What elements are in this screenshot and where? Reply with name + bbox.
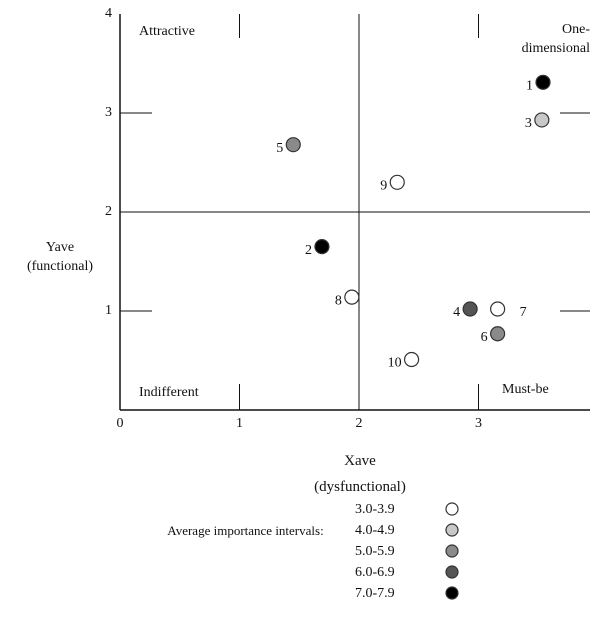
legend-title: Average importance intervals: bbox=[158, 522, 333, 539]
y-tick-label: 1 bbox=[105, 303, 112, 318]
point-label: 8 bbox=[335, 293, 342, 308]
legend-marker bbox=[446, 503, 458, 515]
point-label: 4 bbox=[453, 305, 460, 320]
point-label: 2 bbox=[305, 243, 312, 258]
y-tick-label: 3 bbox=[105, 105, 112, 120]
x-tick-label: 2 bbox=[356, 416, 363, 431]
y-tick-label: 2 bbox=[105, 204, 112, 219]
x-tick-label: 0 bbox=[117, 416, 124, 431]
legend-label: 7.0-7.9 bbox=[355, 586, 395, 601]
point-label: 3 bbox=[525, 116, 532, 131]
point bbox=[463, 302, 477, 316]
point bbox=[536, 75, 550, 89]
quadrant-label: One- dimensional bbox=[522, 20, 590, 58]
point-label: 1 bbox=[526, 79, 533, 94]
quadrant-label: Attractive bbox=[139, 22, 195, 41]
legend-label: 6.0-6.9 bbox=[355, 565, 395, 580]
point bbox=[491, 327, 505, 341]
quadrant-label: Indifferent bbox=[139, 383, 199, 402]
legend-label: 5.0-5.9 bbox=[355, 544, 395, 559]
point-label: 10 bbox=[388, 356, 402, 371]
legend-label: 4.0-4.9 bbox=[355, 523, 395, 538]
y-axis-label: Yave (functional) bbox=[0, 238, 120, 276]
point-label: 5 bbox=[276, 141, 283, 156]
point bbox=[535, 113, 549, 127]
quadrant-label: Must-be bbox=[502, 380, 549, 399]
legend-marker bbox=[446, 566, 458, 578]
point-label: 9 bbox=[380, 179, 387, 194]
point bbox=[491, 302, 505, 316]
x-axis-label: Xave (dysfunctional) bbox=[260, 448, 460, 500]
point bbox=[286, 138, 300, 152]
legend-marker bbox=[446, 587, 458, 599]
legend-marker bbox=[446, 545, 458, 557]
point bbox=[315, 240, 329, 254]
legend-label: 3.0-3.9 bbox=[355, 502, 395, 517]
legend-marker bbox=[446, 524, 458, 536]
y-tick-label: 4 bbox=[105, 6, 112, 21]
x-tick-label: 3 bbox=[475, 416, 482, 431]
point bbox=[390, 175, 404, 189]
point bbox=[345, 290, 359, 304]
x-tick-label: 1 bbox=[236, 416, 243, 431]
page: 012341234987103.0-3.934.0-4.9565.0-5.946… bbox=[0, 0, 590, 617]
point-label: 6 bbox=[481, 330, 488, 345]
point-label: 7 bbox=[520, 305, 527, 320]
point bbox=[405, 353, 419, 367]
